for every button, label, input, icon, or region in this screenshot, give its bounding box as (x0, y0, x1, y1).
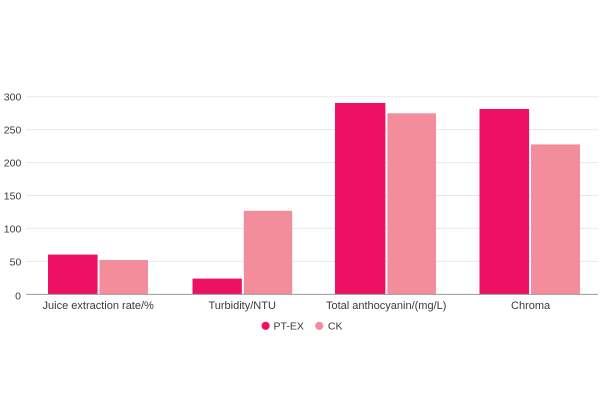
svg-text:Chroma: Chroma (511, 300, 551, 312)
svg-text:PT-EX: PT-EX (274, 321, 304, 333)
svg-text:Juice extraction rate/%: Juice extraction rate/% (43, 300, 154, 312)
svg-text:0: 0 (15, 290, 21, 302)
svg-text:Total anthocyanin/(mg/L): Total anthocyanin/(mg/L) (326, 300, 446, 312)
svg-text:250: 250 (4, 125, 22, 137)
svg-text:50: 50 (10, 256, 22, 268)
svg-text:100: 100 (4, 223, 22, 235)
svg-text:CK: CK (328, 321, 343, 333)
svg-text:150: 150 (4, 190, 22, 202)
svg-text:Turbidity/NTU: Turbidity/NTU (208, 300, 275, 312)
svg-text:300: 300 (4, 92, 22, 104)
svg-text:200: 200 (4, 158, 22, 170)
